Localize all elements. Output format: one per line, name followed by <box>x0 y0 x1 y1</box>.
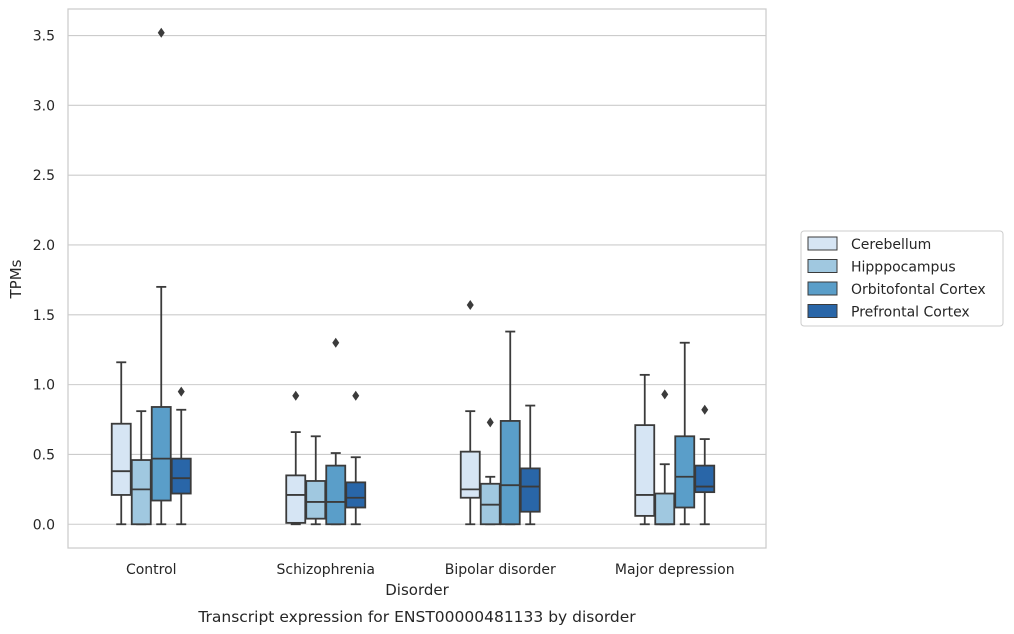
box <box>479 417 501 526</box>
y-tick-label: 3.5 <box>33 29 55 45</box>
legend-swatch <box>807 304 838 318</box>
legend-item: Hipppocampus <box>807 259 956 276</box>
box-body <box>499 420 521 526</box>
box <box>305 435 327 526</box>
legend-swatch <box>807 236 838 251</box>
legend-label: Hipppocampus <box>851 260 956 276</box>
box <box>674 341 696 526</box>
outlier-point <box>466 300 474 311</box>
y-tick-label: 2.0 <box>33 238 55 254</box>
box <box>519 404 541 526</box>
box <box>459 300 481 526</box>
y-tick-label: 0.0 <box>33 517 55 533</box>
legend-label: Orbitofontal Cortex <box>851 282 986 298</box>
box-body <box>150 406 172 502</box>
box-body <box>694 464 716 494</box>
outlier-point <box>486 417 494 428</box>
y-axis-title: TPMs <box>7 259 25 299</box>
y-tick-label: 3.0 <box>33 98 55 114</box>
box-body <box>674 435 696 509</box>
box-body <box>519 467 541 513</box>
chart-caption: Transcript expression for ENST0000048113… <box>197 608 636 626</box>
box-body <box>459 450 481 499</box>
outlier-point <box>157 27 165 38</box>
box-body <box>654 492 676 526</box>
boxes <box>110 27 716 526</box>
legend-swatch <box>807 281 838 296</box>
outlier-point <box>352 390 360 401</box>
outlier-point <box>701 404 709 415</box>
box-body <box>634 424 656 517</box>
box-body <box>305 480 327 520</box>
y-tick-label: 2.5 <box>33 168 55 184</box>
y-tick-label: 1.0 <box>33 378 55 394</box>
legend-item: Prefrontal Cortex <box>807 304 970 321</box>
plot-area <box>67 8 767 549</box>
box-body <box>285 474 307 524</box>
legend-frame <box>800 230 1004 327</box>
x-tick-label: Major depression <box>615 562 735 578</box>
legend-label: Prefrontal Cortex <box>851 305 970 321</box>
x-tick-label: Control <box>126 562 177 578</box>
box <box>150 27 172 526</box>
box-body <box>170 457 192 495</box>
outlier-point <box>292 390 300 401</box>
legend-item: Orbitofontal Cortex <box>807 281 986 298</box>
y-tick-label: 0.5 <box>33 447 55 463</box>
box-body <box>110 422 132 496</box>
legend-label: Cerebellum <box>851 237 931 253</box>
y-tick-labels: 0.0 0.5 1.0 1.5 2.0 2.5 3.0 3.5 <box>33 29 55 534</box>
box <box>654 389 676 526</box>
legend-swatch <box>807 259 838 273</box>
box <box>110 361 132 526</box>
box <box>499 330 521 526</box>
legend-item: Cerebellum <box>807 236 931 253</box>
box <box>285 390 307 526</box>
y-tick-label: 1.5 <box>33 308 55 324</box>
x-tick-label: Bipolar disorder <box>445 562 556 578</box>
box <box>694 404 716 526</box>
box-body <box>345 481 367 509</box>
outlier-point <box>332 337 340 348</box>
box-body <box>325 464 347 526</box>
box <box>345 390 367 526</box>
box-body <box>130 459 152 526</box>
outlier-point <box>177 386 185 397</box>
box <box>325 337 347 526</box>
outlier-point <box>661 389 669 400</box>
box <box>170 386 192 526</box>
box <box>634 373 656 526</box>
x-tick-label: Schizophrenia <box>277 562 375 578</box>
x-tick-labels: Control Schizophrenia Bipolar disorder Majo… <box>126 562 735 578</box>
box <box>130 410 152 526</box>
grid-lines <box>68 34 766 525</box>
legend: Cerebellum Hipppocampus Orbitofontal Corte… <box>800 230 1004 327</box>
x-axis-title: Disorder <box>385 581 449 599</box>
